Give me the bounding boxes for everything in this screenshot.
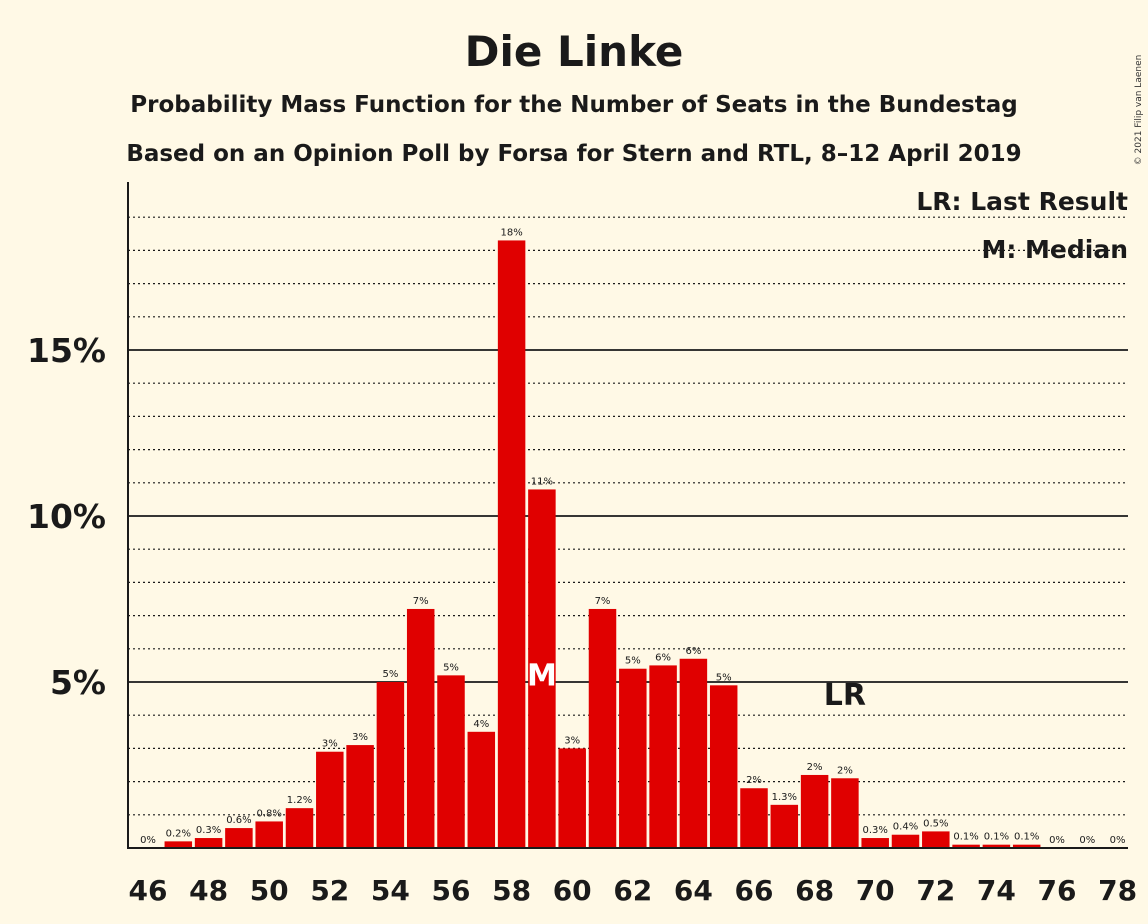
x-tick-label: 58 [492,874,531,907]
bar-label-seat-52: 3% [322,739,338,750]
bar-label-seat-48: 0.3% [196,825,221,836]
bar-label-seat-65: 5% [716,672,732,683]
bar-seat-49 [225,828,253,848]
bar-label-seat-68: 2% [807,762,823,773]
bar-label-seat-50: 0.8% [256,808,281,819]
bar-label-seat-66: 2% [746,775,762,786]
x-tick-labels: 46 48 50 52 54 56 58 60 62 64 66 68 70 72 74 76 78 [129,874,1138,907]
bar-label-seat-53: 3% [352,732,368,743]
bar-label-seat-57: 4% [473,719,489,730]
y-tick-label: 15% [27,331,106,370]
legend: LR: Last Result M: Median [916,187,1128,264]
x-tick-label: 76 [1038,874,1077,907]
copyright-text: © 2021 Filip van Laenen [1134,55,1144,166]
x-tick-label: 78 [1098,874,1137,907]
bar-label-seat-69: 2% [837,765,853,776]
y-tick-label: 10% [27,497,106,536]
bar-label-seat-55: 7% [413,596,429,607]
bar-seat-53 [346,745,374,848]
bar-seat-57 [467,731,496,848]
bar-label-seat-51: 1.2% [287,795,312,806]
x-tick-label: 66 [735,874,774,907]
bar-seat-67 [770,804,799,848]
markers: M LR [527,658,866,713]
bar-label-seat-60: 3% [564,735,580,746]
bar-seat-64 [679,658,708,848]
bar-seat-75 [1012,844,1041,848]
bar-label-seat-46: 0% [140,835,156,846]
x-tick-label: 54 [371,874,410,907]
x-tick-label: 72 [916,874,955,907]
bar-labels: 0% 0.2% 0.3% 0.6% 0.8% 1.2% 3% 3% 5% 7% 5% 4% 18% 11%… [140,227,1125,846]
bar-label-seat-78: 0% [1110,835,1126,846]
bar-label-seat-74: 0.1% [984,832,1009,843]
bar-label-seat-72: 0.5% [923,818,948,829]
last-result-marker: LR [824,678,866,713]
bar-seat-54 [376,682,405,848]
bar-seat-50 [255,821,283,848]
bar-seat-58 [497,240,526,848]
bar-label-seat-75: 0.1% [1014,832,1039,843]
axes [127,182,1128,849]
bar-label-seat-70: 0.3% [862,825,887,836]
bar-seat-52 [316,751,344,848]
x-tick-label: 50 [250,874,289,907]
bar-seat-69 [831,778,859,848]
bar-label-seat-61: 7% [595,596,611,607]
bar-seat-56 [437,675,465,848]
bar-seat-72 [922,831,950,848]
bar-seat-71 [891,834,920,848]
bar-label-seat-58: 18% [500,227,522,238]
bar-label-seat-64: 6% [685,646,701,657]
legend-median: M: Median [981,235,1128,264]
x-tick-label: 56 [432,874,471,907]
bar-seat-62 [619,668,647,848]
bar-label-seat-76: 0% [1049,835,1065,846]
chart-subtitle-2: Based on an Opinion Poll by Forsa for St… [126,141,1021,167]
bar-label-seat-47: 0.2% [166,828,191,839]
x-tick-label: 74 [977,874,1016,907]
y-tick-label: 5% [50,663,106,702]
chart-title: Die Linke [465,27,684,76]
legend-last-result: LR: Last Result [916,187,1128,216]
y-tick-labels: 5% 10% 15% [27,331,106,702]
bar-label-seat-77: 0% [1079,835,1095,846]
x-tick-label: 62 [613,874,652,907]
bar-seat-70 [861,838,889,848]
bar-label-seat-59: 11% [531,476,553,487]
bar-seat-47 [164,841,193,848]
bar-seat-48 [194,838,223,848]
x-tick-label: 68 [795,874,834,907]
x-tick-label: 64 [674,874,713,907]
bar-seat-63 [649,665,677,848]
bar-seat-55 [406,608,435,848]
bar-label-seat-67: 1.3% [772,792,797,803]
x-tick-label: 46 [129,874,168,907]
bar-label-seat-63: 6% [655,652,671,663]
bar-label-seat-56: 5% [443,662,459,673]
bar-seat-68 [800,774,829,848]
grid-lines [128,216,1128,816]
bar-label-seat-54: 5% [382,669,398,680]
bar-seat-73 [952,844,980,848]
bar-seat-61 [588,608,617,848]
bar-seat-65 [709,685,738,848]
bar-label-seat-49: 0.6% [226,815,251,826]
x-tick-label: 70 [856,874,895,907]
bar-seat-74 [982,844,1011,848]
x-tick-label: 60 [553,874,592,907]
median-marker: M [527,658,557,693]
bar-seat-51 [285,808,314,848]
chart-subtitle-1: Probability Mass Function for the Number… [130,92,1017,118]
bar-seat-60 [558,748,586,848]
x-tick-label: 52 [310,874,349,907]
bar-seat-59 [528,489,556,848]
x-tick-label: 48 [189,874,228,907]
bar-label-seat-62: 5% [625,656,641,667]
bar-seat-66 [740,788,768,848]
bar-label-seat-71: 0.4% [893,822,918,833]
bars [164,240,1041,848]
bar-label-seat-73: 0.1% [953,832,978,843]
